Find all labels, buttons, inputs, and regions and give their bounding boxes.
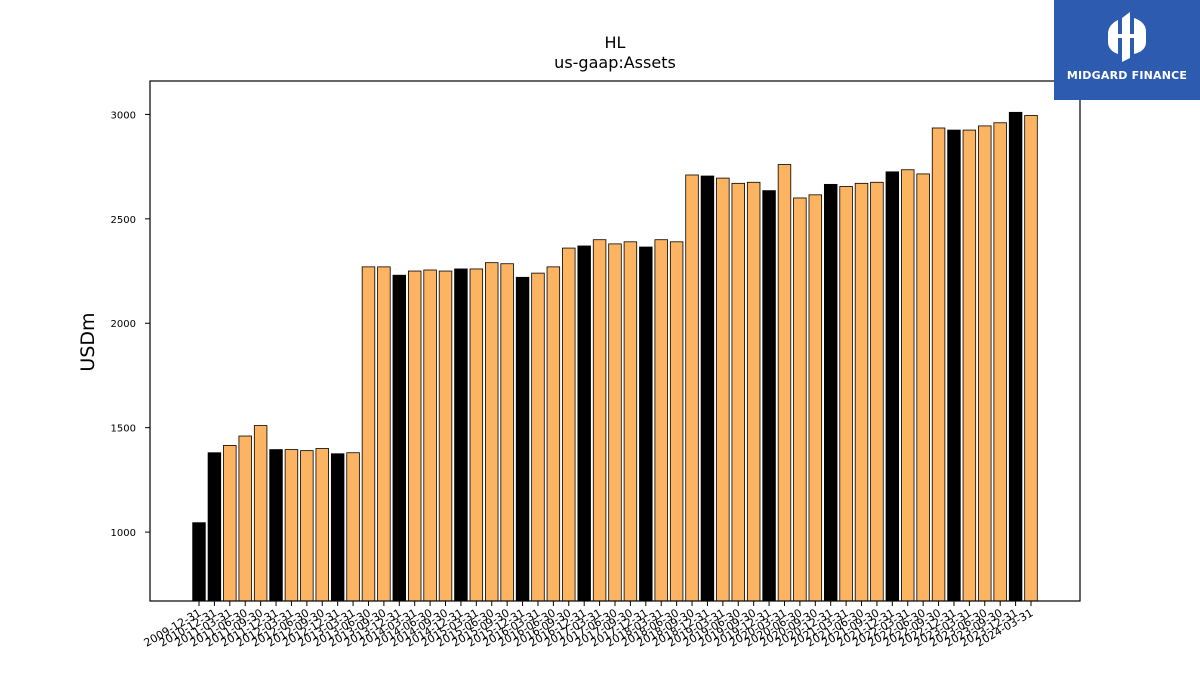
- bar-2020-12-31: [823, 183, 838, 602]
- y-axis: 1000 1500 2000 2500 3000: [111, 110, 150, 539]
- plot-frame: [149, 80, 1081, 602]
- bar-2011-06-30: [238, 435, 252, 602]
- bar-2014-03-31: [407, 270, 422, 602]
- bar-2015-06-30: [485, 262, 499, 602]
- y-tick-label: 2500: [111, 215, 136, 226]
- bar-2014-09-30: [438, 270, 453, 602]
- bar-2023-03-31: [962, 129, 977, 602]
- bar-2012-03-31: [284, 449, 299, 602]
- bar-2018-12-31: [700, 175, 715, 602]
- bar-2011-03-31: [223, 445, 237, 602]
- chart-subtitle: us-gaap:Assets: [554, 53, 676, 72]
- bar-2016-03-31: [531, 272, 545, 602]
- bar-2014-06-30: [423, 269, 437, 602]
- bar-2019-06-30: [731, 182, 745, 602]
- y-axis-label: USDm: [77, 312, 99, 371]
- bar-2024-03-31: [1024, 115, 1038, 602]
- chart-title: HL: [605, 33, 626, 52]
- bar-2013-06-30: [361, 266, 376, 602]
- bar-2021-09-30: [870, 181, 884, 602]
- bar-2022-03-31: [901, 169, 915, 602]
- bar-2012-09-30: [315, 448, 329, 602]
- bar-2013-09-30: [377, 266, 391, 602]
- bar-2010-12-31: [207, 452, 222, 602]
- bar-2016-09-30: [562, 247, 576, 602]
- y-tick-label: 1000: [111, 528, 136, 539]
- bar-2021-03-31: [839, 186, 853, 602]
- y-tick-label: 3000: [111, 110, 136, 121]
- bar-2018-03-31: [654, 239, 668, 602]
- bar-2017-12-31: [639, 246, 653, 602]
- bar-2016-06-30: [546, 266, 561, 602]
- bar-2015-09-30: [500, 263, 514, 602]
- bar-2022-12-31: [947, 129, 961, 602]
- bar-2014-12-31: [454, 268, 468, 602]
- bar-2023-09-30: [993, 122, 1007, 602]
- bar-2019-03-31: [716, 177, 730, 602]
- bar-2019-09-30: [746, 181, 761, 602]
- bar-2017-06-30: [608, 243, 622, 602]
- bar-2012-12-31: [330, 453, 345, 602]
- bar-2017-03-31: [592, 239, 607, 602]
- bar-2021-06-30: [854, 182, 869, 602]
- bar-2022-09-30: [931, 127, 946, 602]
- bar-2013-12-31: [392, 274, 407, 602]
- bar-2012-06-30: [300, 450, 314, 602]
- brand-logo: MIDGARD FINANCE: [1054, 0, 1200, 100]
- bar-2009-12-31: [192, 522, 206, 602]
- bar-2022-06-30: [916, 173, 930, 602]
- bars-group: [192, 111, 1038, 602]
- bar-2020-09-30: [808, 194, 823, 602]
- bar-2020-03-31: [777, 164, 792, 602]
- bar-2019-12-31: [762, 190, 776, 602]
- bar-2018-06-30: [669, 241, 684, 602]
- logo-mark-icon: [1108, 12, 1146, 62]
- x-axis: 2009-12-312010-12-312011-03-312011-06-30…: [142, 601, 1036, 650]
- bar-2023-12-31: [1008, 111, 1023, 602]
- bar-2013-03-31: [346, 452, 360, 602]
- bar-2011-12-31: [269, 449, 283, 602]
- y-tick-label: 2000: [111, 319, 136, 330]
- bar-2021-12-31: [885, 171, 900, 602]
- y-tick-label: 1500: [111, 424, 136, 435]
- bar-2017-09-30: [623, 241, 638, 602]
- bar-2018-09-30: [685, 174, 699, 602]
- logo-text: MIDGARD FINANCE: [1066, 69, 1188, 82]
- bar-2020-06-30: [793, 197, 807, 602]
- bar-2015-03-31: [469, 268, 484, 602]
- bar-2016-12-31: [577, 245, 591, 602]
- bar-2015-12-31: [515, 276, 530, 602]
- bar-2011-09-30: [253, 425, 268, 602]
- bar-2023-06-30: [978, 125, 992, 602]
